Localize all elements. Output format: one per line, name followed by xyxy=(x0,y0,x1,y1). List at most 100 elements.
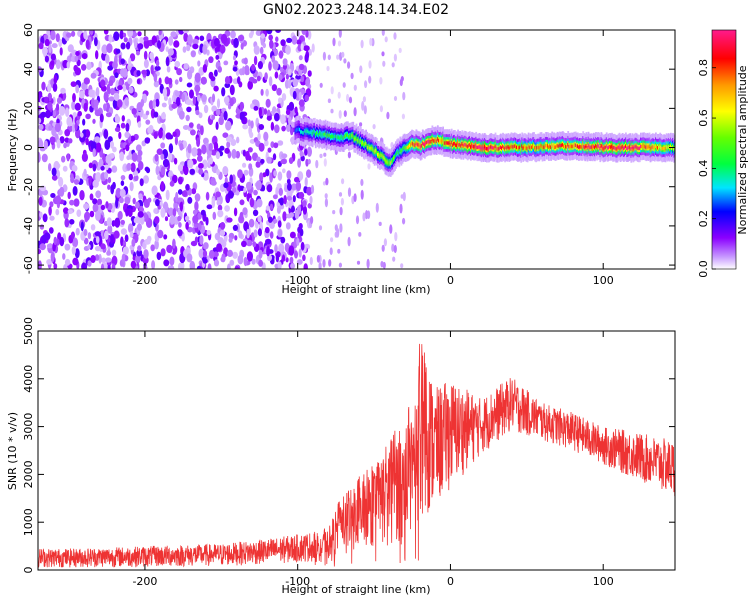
spectrogram-signal-cell xyxy=(397,150,400,154)
spectrogram-sparse-blob xyxy=(298,248,302,258)
spectrogram-noise-blob xyxy=(72,93,76,103)
spectrogram-noise-blob xyxy=(81,64,87,71)
spectrogram-sparse-blob xyxy=(296,237,300,246)
spectrogram-noise-blob xyxy=(177,229,183,237)
spectrogram-noise-blob xyxy=(85,129,90,138)
spectrogram-noise-blob xyxy=(112,98,118,109)
spectrogram-signal-cell xyxy=(370,145,373,150)
spectrogram-noise-blob xyxy=(242,124,249,130)
spectrogram-signal-cell xyxy=(422,142,425,146)
spectrogram-noise-blob xyxy=(82,118,86,126)
spectrogram-y-tick-label: -40 xyxy=(22,217,35,235)
spectrogram-noise-blob xyxy=(202,44,208,55)
spectrogram-noise-blob xyxy=(164,216,169,222)
spectrogram-signal-cell xyxy=(630,147,633,151)
spectrogram-signal-cell xyxy=(671,146,673,150)
spectrogram-noise-blob xyxy=(294,250,298,259)
spectrogram-noise-blob xyxy=(189,260,196,269)
spectrogram-noise-blob xyxy=(112,146,117,153)
spectrogram-noise-blob xyxy=(120,42,126,50)
spectrogram-noise-blob xyxy=(44,232,51,241)
spectrogram-sparse-blob xyxy=(379,77,383,85)
spectrogram-noise-blob xyxy=(239,211,244,221)
spectrogram-noise-blob xyxy=(143,50,148,61)
spectrogram-signal-cell xyxy=(421,141,424,145)
spectrogram-sparse-blob xyxy=(341,51,345,58)
spectrogram-noise-blob xyxy=(238,185,245,191)
spectrogram-noise-blob xyxy=(70,231,75,239)
spectrogram-noise-blob xyxy=(205,216,209,226)
spectrogram-signal-cell xyxy=(353,136,356,141)
spectrogram-signal-cell xyxy=(552,144,555,149)
spectrogram-noise-blob xyxy=(48,206,52,216)
spectrogram-signal-cell xyxy=(635,145,638,149)
spectrogram-noise-blob xyxy=(73,198,80,207)
spectrogram-noise-blob xyxy=(265,98,271,108)
spectrogram-noise-blob xyxy=(107,177,112,184)
spectrogram-noise-blob xyxy=(115,187,122,198)
spectrogram-signal-cell xyxy=(326,132,329,137)
spectrogram-noise-blob xyxy=(302,254,306,262)
spectrogram-noise-blob xyxy=(58,106,66,116)
spectrogram-noise-blob xyxy=(116,99,123,108)
spectrogram-sparse-blob xyxy=(343,110,347,117)
spectrogram-noise-blob xyxy=(253,105,259,111)
spectrogram-sparse-blob xyxy=(389,224,393,234)
spectrogram-noise-blob xyxy=(136,50,140,56)
spectrogram-noise-blob xyxy=(194,72,201,83)
spectrogram-noise-blob xyxy=(288,157,294,165)
spectrogram-noise-blob xyxy=(83,228,88,237)
spectrogram-signal-cell xyxy=(510,144,513,148)
spectrogram-signal-cell xyxy=(310,130,313,135)
spectrogram-noise-blob xyxy=(53,263,58,269)
spectrogram-signal-cell xyxy=(454,141,456,146)
spectrogram-noise-blob xyxy=(124,131,130,139)
spectrogram-noise-blob xyxy=(192,38,199,45)
spectrogram-noise-blob xyxy=(116,48,121,54)
spectrogram-noise-blob xyxy=(111,249,117,256)
spectrogram-sparse-blob xyxy=(300,43,304,51)
spectrogram-signal-cell xyxy=(513,144,516,148)
spectrogram-signal-cell xyxy=(662,146,665,150)
spectrogram-signal-cell xyxy=(460,144,463,148)
spectrogram-noise-blob xyxy=(189,168,195,175)
spectrogram-signal-cell xyxy=(536,146,539,150)
spectrogram-noise-blob xyxy=(49,136,56,144)
spectrogram-signal-cell xyxy=(603,146,606,150)
spectrogram-signal-cell xyxy=(658,145,660,150)
spectrogram-noise-blob xyxy=(155,165,160,176)
spectrogram-noise-blob xyxy=(94,231,102,237)
spectrogram-noise-blob xyxy=(117,85,123,91)
spectrogram-noise-blob xyxy=(95,210,101,221)
spectrogram-signal-cell xyxy=(472,144,474,148)
spectrogram-noise-blob xyxy=(80,132,84,138)
spectrogram-noise-blob xyxy=(50,53,57,61)
spectrogram-noise-blob xyxy=(211,93,216,103)
spectrogram-noise-blob xyxy=(53,74,58,84)
spectrogram-noise-blob xyxy=(75,51,80,56)
spectrogram-noise-blob xyxy=(104,139,111,150)
spectrogram-sparse-blob xyxy=(369,37,373,46)
spectrogram-noise-blob xyxy=(274,124,280,134)
spectrogram-x-label: Height of straight line (km) xyxy=(281,283,430,296)
spectrogram-signal-cell xyxy=(527,144,530,148)
spectrogram-noise-blob xyxy=(150,64,154,75)
spectrogram-noise-blob xyxy=(130,260,137,269)
spectrogram-signal-cell xyxy=(501,146,503,150)
colorbar-tick-label: 0.2 xyxy=(697,210,710,228)
spectrogram-noise-blob xyxy=(85,113,91,120)
spectrogram-signal-cell xyxy=(387,161,390,165)
spectrogram-signal-cell xyxy=(352,133,355,138)
spectrogram-noise-blob xyxy=(298,191,305,199)
spectrogram-noise-blob xyxy=(277,220,282,228)
spectrogram-noise-blob xyxy=(169,256,175,266)
spectrogram-noise-blob xyxy=(287,68,292,76)
spectrogram-signal-cell xyxy=(465,143,468,148)
spectrogram-sparse-blob xyxy=(381,244,385,252)
spectrogram-noise-blob xyxy=(257,132,261,141)
spectrogram-signal-cell xyxy=(560,143,563,147)
colorbar-ticks: 0.0 0.2 0.4 0.6 0.8 xyxy=(697,59,716,278)
spectrogram-noise-blob xyxy=(303,263,308,269)
spectrogram-noise-blob xyxy=(150,244,155,252)
spectrogram-noise-blob xyxy=(302,205,307,215)
